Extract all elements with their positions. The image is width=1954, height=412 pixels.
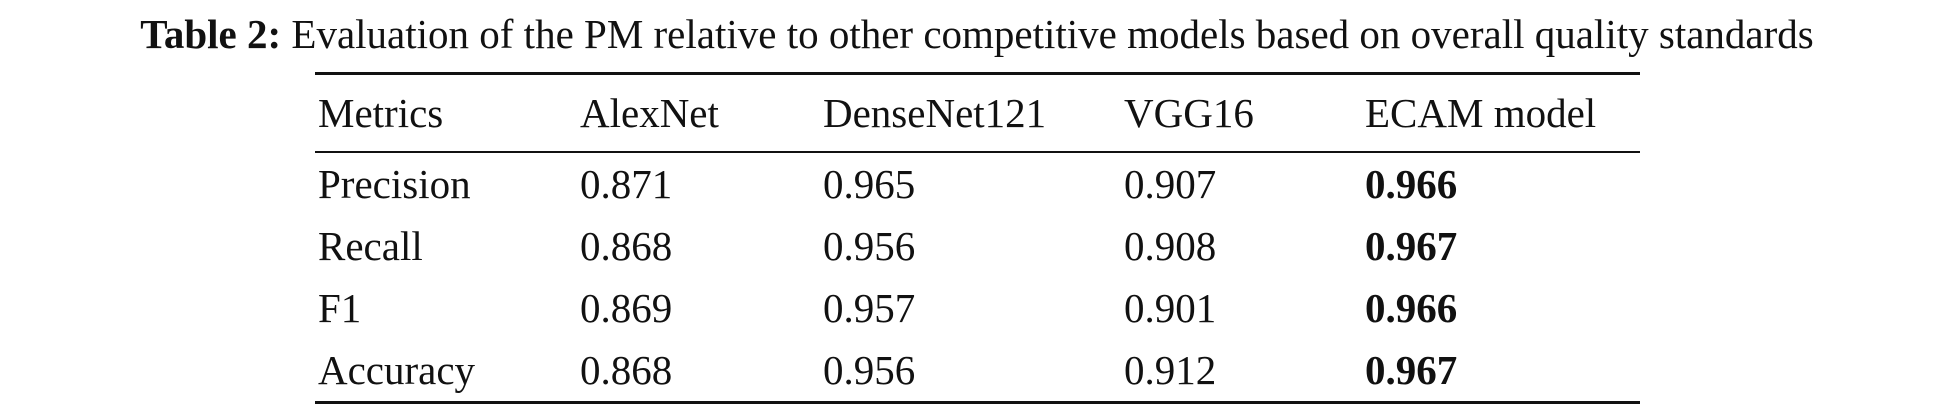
table-row: F1 0.869 0.957 0.901 0.966 <box>315 277 1640 339</box>
table-cell: 0.907 <box>1124 161 1217 207</box>
table-cell: 0.956 <box>823 347 916 393</box>
table-row: Accuracy 0.868 0.956 0.912 0.967 <box>315 339 1640 403</box>
header-cell: ECAM model <box>1365 90 1597 136</box>
row-label: F1 <box>318 285 362 331</box>
table-cell: 0.869 <box>580 285 673 331</box>
caption-text: Evaluation of the PM relative to other c… <box>291 11 1814 57</box>
table-cell: 0.966 <box>1365 285 1458 331</box>
table-row: Recall 0.868 0.956 0.908 0.967 <box>315 215 1640 277</box>
header-cell: VGG16 <box>1124 90 1254 136</box>
row-label: Accuracy <box>318 347 476 393</box>
header-cell: AlexNet <box>580 90 719 136</box>
row-label: Precision <box>318 161 471 207</box>
caption-label: Table 2: <box>140 11 282 57</box>
table-body: Precision 0.871 0.965 0.907 0.966 Recall 0.868… <box>315 152 1640 403</box>
header-row: Metrics AlexNet DenseNet121 VGG16 ECAM model <box>315 73 1640 152</box>
table-cell: 0.966 <box>1365 161 1458 207</box>
table-cell: 0.871 <box>580 161 673 207</box>
table-head: Metrics AlexNet DenseNet121 VGG16 ECAM model <box>315 73 1640 152</box>
table-cell: 0.967 <box>1365 347 1458 393</box>
table-cell: 0.967 <box>1365 223 1458 269</box>
table-cell: 0.912 <box>1124 347 1217 393</box>
row-label: Recall <box>318 223 423 269</box>
header-cell: Metrics <box>318 90 444 136</box>
table-cell: 0.908 <box>1124 223 1217 269</box>
table-cell: 0.965 <box>823 161 916 207</box>
table-cell: 0.901 <box>1124 285 1217 331</box>
results-table: Metrics AlexNet DenseNet121 VGG16 ECAM model… <box>315 72 1640 404</box>
table-cell: 0.868 <box>580 347 673 393</box>
table-row: Precision 0.871 0.965 0.907 0.966 <box>315 152 1640 215</box>
header-cell: DenseNet121 <box>823 90 1047 136</box>
table-cell: 0.957 <box>823 285 916 331</box>
table-cell: 0.956 <box>823 223 916 269</box>
table-caption: Table 2: Evaluation of the PM relative t… <box>0 10 1954 58</box>
table-cell: 0.868 <box>580 223 673 269</box>
